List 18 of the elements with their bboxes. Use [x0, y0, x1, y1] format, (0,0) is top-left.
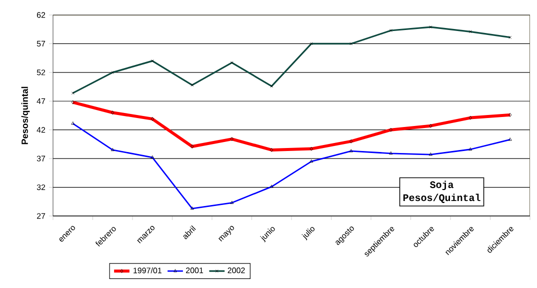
- y-tick-label: 47: [36, 98, 46, 104]
- legend-label: 2001: [186, 268, 204, 274]
- line-series: [71, 26, 512, 95]
- annotation: Pesos/Quintal: [403, 194, 480, 203]
- y-tick-label: 42: [36, 127, 46, 133]
- line-series: [71, 122, 512, 210]
- y-tick-label: 32: [36, 184, 46, 190]
- annotation: Soja: [430, 180, 454, 190]
- y-tick-label: 52: [36, 70, 46, 76]
- y-tick-label: 62: [36, 12, 46, 18]
- y-axis-title: Pesos/quintal: [21, 86, 30, 144]
- y-tick-label: 57: [36, 40, 46, 46]
- y-tick-label: 27: [36, 213, 46, 219]
- x-tick-label: julio: [302, 226, 315, 240]
- y-tick-label: 37: [36, 156, 46, 162]
- legend-label: 1997/01: [134, 267, 162, 274]
- line-series: [71, 100, 512, 152]
- legend-label: 2002: [228, 268, 245, 274]
